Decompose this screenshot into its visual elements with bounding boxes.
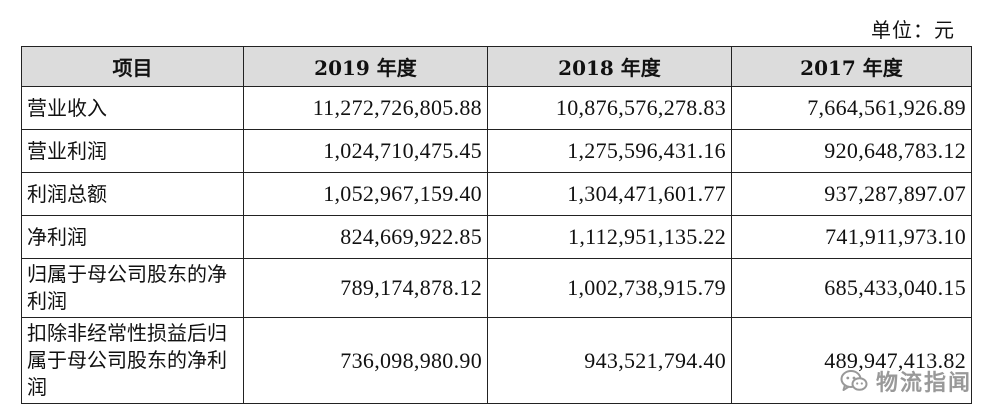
watermark-text: 物流指闻 bbox=[875, 371, 972, 396]
cell-2017: 937,287,897.07 bbox=[731, 172, 972, 216]
row-label: 归属于母公司股东的净利润 bbox=[21, 258, 244, 318]
table-row: 利润总额 1,052,967,159.40 1,304,471,601.77 9… bbox=[21, 172, 972, 216]
cell-2018: 1,002,738,915.79 bbox=[487, 258, 732, 318]
cell-2019: 1,024,710,475.45 bbox=[243, 129, 488, 173]
table-row: 净利润 824,669,922.85 1,112,951,135.22 741,… bbox=[21, 215, 972, 259]
cell-2017: 741,911,973.10 bbox=[731, 215, 972, 259]
table-row: 营业利润 1,024,710,475.45 1,275,596,431.16 9… bbox=[21, 129, 972, 173]
cell-2018: 1,112,951,135.22 bbox=[487, 215, 732, 259]
wechat-icon bbox=[840, 370, 868, 391]
cell-2017: 685,433,040.15 bbox=[731, 258, 972, 318]
row-label: 利润总额 bbox=[21, 172, 244, 216]
cell-2017: 920,648,783.12 bbox=[731, 129, 972, 173]
cell-2017: 489,947,413.82 bbox=[731, 317, 972, 404]
unit-label: 单位：元 bbox=[871, 18, 955, 42]
watermark: 物流指闻 bbox=[840, 365, 972, 397]
header-item: 项目 bbox=[21, 46, 244, 87]
cell-2019: 1,052,967,159.40 bbox=[243, 172, 488, 216]
cell-2017: 7,664,561,926.89 bbox=[731, 86, 972, 130]
cell-2019: 789,174,878.12 bbox=[243, 258, 488, 318]
table-row: 归属于母公司股东的净利润 789,174,878.12 1,002,738,91… bbox=[21, 258, 972, 318]
row-label: 扣除非经常性损益后归属于母公司股东的净利润 bbox=[21, 317, 244, 404]
row-label: 营业利润 bbox=[21, 129, 244, 173]
financial-table: 项目 2019 年度 2018 年度 2017 年度 营业收入 11,272,7… bbox=[21, 46, 972, 404]
row-label: 营业收入 bbox=[21, 86, 244, 130]
cell-2019: 11,272,726,805.88 bbox=[243, 86, 488, 130]
table-header-row: 项目 2019 年度 2018 年度 2017 年度 bbox=[21, 46, 972, 87]
header-2017: 2017 年度 bbox=[731, 46, 972, 87]
table-row: 营业收入 11,272,726,805.88 10,876,576,278.83… bbox=[21, 86, 972, 130]
cell-2019: 824,669,922.85 bbox=[243, 215, 488, 259]
cell-2019: 736,098,980.90 bbox=[243, 317, 488, 404]
cell-2018: 1,304,471,601.77 bbox=[487, 172, 732, 216]
header-2018: 2018 年度 bbox=[487, 46, 732, 87]
table-row: 扣除非经常性损益后归属于母公司股东的净利润 736,098,980.90 943… bbox=[21, 317, 972, 404]
row-label: 净利润 bbox=[21, 215, 244, 259]
cell-2018: 1,275,596,431.16 bbox=[487, 129, 732, 173]
cell-2018: 943,521,794.40 bbox=[487, 317, 732, 404]
cell-2018: 10,876,576,278.83 bbox=[487, 86, 732, 130]
header-2019: 2019 年度 bbox=[243, 46, 488, 87]
